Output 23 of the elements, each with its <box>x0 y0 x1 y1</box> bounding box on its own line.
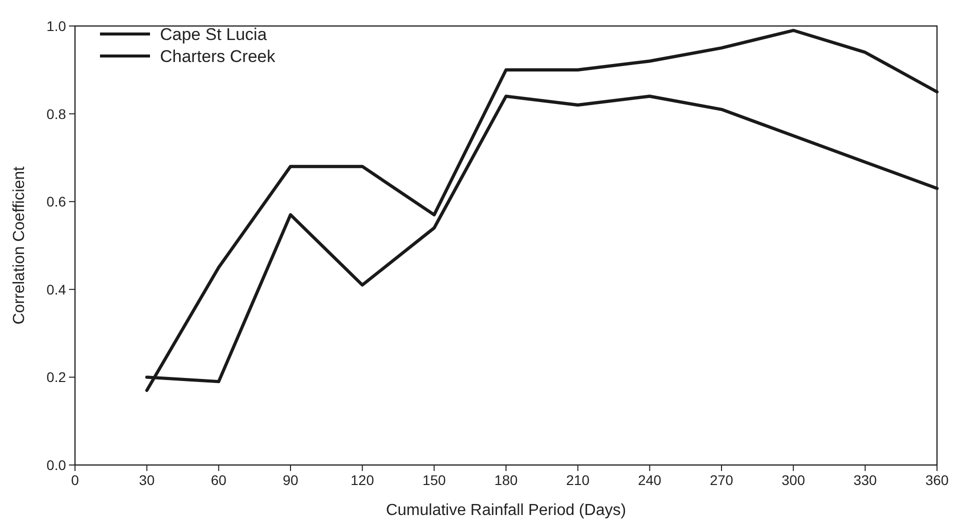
x-tick-label: 0 <box>71 472 80 488</box>
y-tick-label: 0.4 <box>46 281 66 298</box>
y-tick-label: 0.6 <box>46 194 66 210</box>
x-tick-label: 180 <box>494 472 518 488</box>
legend-label: Cape St Lucia <box>160 25 268 44</box>
x-tick-label: 300 <box>782 472 806 488</box>
x-tick-label: 60 <box>210 472 227 488</box>
x-tick-label: 150 <box>422 472 446 488</box>
x-tick-label: 90 <box>282 472 298 488</box>
x-tick-label: 120 <box>350 472 374 488</box>
y-tick-label: 0.0 <box>46 457 66 473</box>
x-tick-label: 360 <box>925 472 949 488</box>
x-tick-label: 240 <box>638 472 662 488</box>
y-axis-title: Correlation Coefficient <box>11 166 28 325</box>
y-tick-label: 1.0 <box>46 18 66 34</box>
y-tick-label: 0.8 <box>46 106 66 122</box>
x-axis-title: Cumulative Rainfall Period (Days) <box>386 502 626 519</box>
x-tick-label: 30 <box>139 472 155 488</box>
legend-label: Charters Creek <box>160 47 276 66</box>
x-tick-label: 330 <box>853 472 878 488</box>
y-tick-label: 0.2 <box>46 369 66 386</box>
x-tick-label: 210 <box>566 472 590 488</box>
x-tick-label: 270 <box>710 472 734 488</box>
